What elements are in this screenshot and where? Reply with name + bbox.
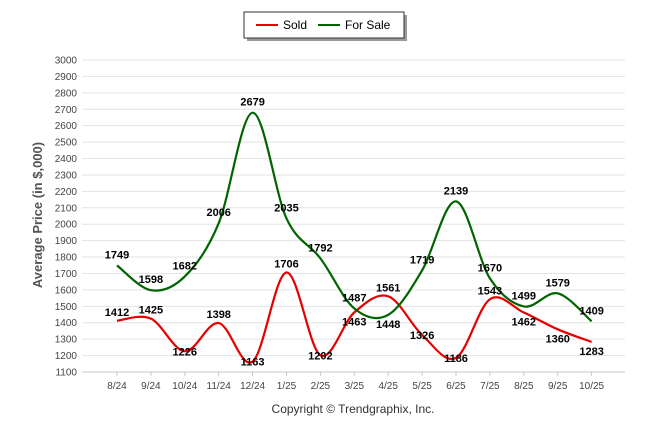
data-label-for-sale: 1749 [105,249,129,261]
x-tick-label: 10/24 [172,381,197,392]
y-tick-label: 2800 [55,88,78,99]
data-label-for-sale: 1792 [308,242,332,254]
data-label-sold: 1462 [512,317,536,329]
data-label-sold: 1226 [173,346,197,358]
data-label-sold: 1186 [444,353,468,365]
data-label-for-sale: 1682 [173,260,197,272]
data-label-sold: 1398 [206,309,230,321]
y-tick-label: 1800 [55,253,78,264]
data-label-for-sale: 2035 [274,202,298,214]
series-line-for-sale [116,111,593,323]
y-tick-label: 2100 [55,203,78,214]
data-label-for-sale: 1598 [139,274,163,286]
data-label-for-sale: 2679 [240,97,264,109]
y-tick-label: 2000 [55,220,78,231]
x-tick-label: 3/25 [345,381,365,392]
legend-label-for-sale: For Sale [345,18,391,32]
x-tick-label: 9/24 [141,381,161,392]
series-line-sold [116,271,592,364]
y-tick-label: 3000 [55,56,78,67]
x-tick-label: 9/25 [548,381,568,392]
y-tick-label: 2600 [55,121,78,132]
y-tick-labels: 1100 1200 1300 1400 1500 1600 1700 1800 1900 2000… [55,56,78,379]
y-tick-label: 2500 [55,138,78,149]
data-labels: 1412 1425 1226 1398 1163 1706 1202 1463 1561 1326… [105,97,604,369]
data-label-sold: 1543 [478,285,502,297]
data-label-sold: 1326 [410,330,434,342]
data-label-sold: 1706 [274,258,298,270]
data-label-for-sale: 1670 [478,262,502,274]
x-tick-label: 7/25 [480,381,500,392]
data-label-sold: 1412 [105,307,129,319]
data-label-for-sale: 2139 [444,185,468,197]
y-tick-label: 1500 [55,302,78,313]
legend-label-sold: Sold [283,18,307,32]
y-tick-label: 1600 [55,285,78,296]
y-axis-label: Average Price (in $,000) [30,142,45,288]
copyright-credit: Copyright © Trendgraphix, Inc. [272,402,435,416]
grid-layer [82,59,625,376]
data-label-for-sale: 1448 [376,319,400,331]
data-label-sold: 1202 [308,350,332,362]
y-tick-label: 1900 [55,236,78,247]
x-tick-label: 8/25 [514,381,534,392]
data-label-sold: 1360 [545,333,569,345]
x-tick-labels: 8/24 9/24 10/24 11/24 12/24 1/25 2/25 3/25 4/25 5… [107,381,604,392]
y-tick-label: 1100 [55,368,77,379]
y-tick-label: 2900 [55,72,78,83]
y-tick-label: 2700 [55,105,78,116]
y-tick-label: 1400 [55,318,78,329]
y-tick-label: 1200 [55,351,78,362]
x-tick-label: 8/24 [107,381,127,392]
y-tick-label: 2200 [55,187,78,198]
series-lines [116,111,593,364]
x-tick-label: 12/24 [240,381,265,392]
data-label-sold: 1283 [579,346,603,358]
x-tick-label: 4/25 [378,381,398,392]
legend-box [243,11,405,39]
data-label-sold: 1163 [241,357,265,369]
data-label-for-sale: 1719 [410,254,434,266]
data-label-for-sale: 1499 [512,290,536,302]
x-tick-label: 11/24 [207,381,232,392]
x-tick-label: 6/25 [446,381,466,392]
y-tick-label: 1300 [55,335,78,346]
y-tick-label: 2400 [55,154,78,165]
data-label-for-sale: 1409 [579,305,603,317]
data-label-for-sale: 1487 [342,292,366,304]
data-label-sold: 1561 [376,282,400,294]
y-tick-label: 1700 [55,269,78,280]
data-label-sold: 1463 [342,316,366,328]
x-tick-label: 2/25 [311,381,331,392]
legend[interactable]: Sold For Sale [243,11,407,41]
y-tick-label: 2300 [55,170,78,181]
data-label-sold: 1425 [139,305,163,317]
data-label-for-sale: 1579 [545,277,569,289]
data-label-for-sale: 2006 [206,207,230,219]
x-tick-label: 10/25 [579,381,604,392]
x-tick-label: 1/25 [277,381,297,392]
x-tick-label: 5/25 [412,381,432,392]
